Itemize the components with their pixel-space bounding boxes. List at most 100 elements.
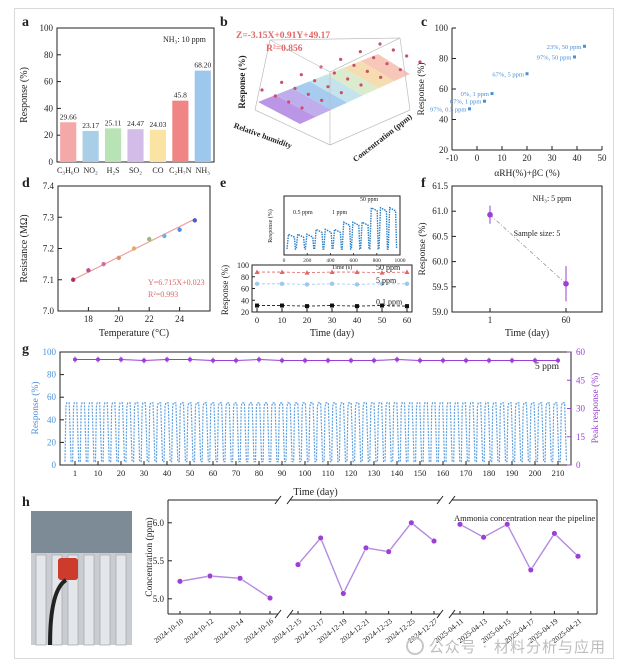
x-tick-label: 0 <box>255 315 259 325</box>
surface-band <box>258 95 316 124</box>
y-axis-label: Response (%) <box>30 381 41 434</box>
y2-tick-label: 0 <box>576 460 581 470</box>
y-tick-label: 20 <box>241 308 249 317</box>
data-point <box>273 94 277 98</box>
x-tick-label: 60 <box>209 468 218 478</box>
x-tick-label: 110 <box>322 468 334 478</box>
x-tick-label: 40 <box>573 153 583 163</box>
annotation: Ammonia concentration near the pipeline <box>454 513 595 523</box>
y2-tick-label: 45 <box>576 375 586 385</box>
x-tick-label: 30 <box>140 468 149 478</box>
surface-band <box>275 88 332 117</box>
bar <box>82 130 99 162</box>
category-label: H₂S <box>107 166 120 175</box>
data-point <box>176 578 184 585</box>
surface-band <box>360 54 410 82</box>
data-point <box>385 62 389 66</box>
box-edge <box>254 109 331 146</box>
data-point <box>206 572 214 580</box>
data-point <box>326 358 330 363</box>
y-tick-label: 60.0 <box>432 257 448 267</box>
point-label: 97%, 0.5 ppm <box>430 106 466 113</box>
axis-break <box>448 609 456 619</box>
category-label: C₂H₇N <box>169 166 192 175</box>
data-point <box>408 519 415 526</box>
bar-value-label: 25.11 <box>105 118 122 127</box>
data-point <box>305 304 309 309</box>
y-tick-label: 0 <box>49 157 54 167</box>
photo-sky <box>31 511 132 553</box>
watermark: 公众号 · 材料分析与应用 <box>405 636 606 657</box>
data-point <box>456 521 464 528</box>
y2-tick-label: 60 <box>576 347 586 357</box>
x-tick-label: 30 <box>548 153 558 163</box>
bar <box>104 128 122 162</box>
panel-label-g: g <box>22 342 29 357</box>
data-point <box>583 44 586 48</box>
y-tick-label: 80 <box>47 370 57 380</box>
data-point <box>188 357 192 362</box>
data-point <box>280 358 284 363</box>
panel-label-c: c <box>421 15 427 30</box>
data-point <box>405 54 409 58</box>
x-tick-label: 2024-10-14 <box>212 616 245 645</box>
data-point <box>165 357 169 362</box>
panel-label-h: h <box>22 495 30 510</box>
x-tick-label: 130 <box>368 468 381 478</box>
y2-axis-label: Peak response (%) <box>590 373 601 444</box>
wechat-icon <box>405 637 424 655</box>
y-tick-label: 80 <box>439 54 449 64</box>
y-tick-label: 5.0 <box>153 594 165 604</box>
inset-x-tick-label: 0 <box>283 258 286 264</box>
data-point <box>405 304 409 309</box>
y-tick-label: 7.1 <box>43 275 54 285</box>
y-tick-label: 60 <box>47 392 57 402</box>
data-point <box>280 80 284 84</box>
y-tick-label: 20 <box>439 145 449 155</box>
data-point <box>346 77 350 81</box>
bar-value-label: 24.47 <box>127 119 144 128</box>
data-point <box>372 358 376 363</box>
data-point <box>294 561 302 568</box>
category-label: NH₃ <box>196 166 211 175</box>
surface-band <box>343 60 395 89</box>
inset-x-tick-label: 200 <box>303 258 312 264</box>
data-point <box>71 277 76 282</box>
bar-value-label: 24.03 <box>149 120 166 129</box>
photo-sensor <box>58 558 78 580</box>
x-tick-label: 18 <box>84 314 94 324</box>
data-point <box>255 303 259 308</box>
data-point <box>280 303 284 308</box>
series-line <box>179 575 271 599</box>
figure-frame <box>14 8 614 659</box>
data-point <box>317 534 324 542</box>
data-point <box>354 282 360 287</box>
legend-label: 50 ppm <box>376 263 401 272</box>
inset-x-tick-label: 600 <box>349 258 358 264</box>
y2-tick-label: 30 <box>576 404 586 414</box>
data-point <box>354 269 360 275</box>
data-point <box>490 92 494 96</box>
x-tick-label: 170 <box>460 468 473 478</box>
data-point <box>379 270 385 275</box>
y-tick-label: 40 <box>439 115 449 125</box>
y-tick-label: 40 <box>44 103 54 113</box>
photo-pipe <box>83 554 95 646</box>
x-tick-label: 20 <box>117 468 126 478</box>
x-tick-label: 22 <box>145 314 154 324</box>
y-tick-label: 40 <box>47 415 57 425</box>
y-tick-label: 7.0 <box>43 306 55 316</box>
bar <box>194 70 211 162</box>
box-edge <box>269 37 401 41</box>
data-point <box>487 358 491 363</box>
data-point <box>573 55 576 59</box>
series-line <box>459 523 579 572</box>
y-tick-label: 0 <box>52 460 57 470</box>
point-label: 67%, 1 ppm <box>450 99 482 106</box>
x-tick-label: 24 <box>175 314 185 324</box>
data-point <box>398 68 402 72</box>
data-point <box>254 269 260 275</box>
annotation: NH₃: 5 ppm <box>533 194 573 203</box>
bar-value-label: 29.66 <box>60 112 77 121</box>
inset-curve <box>286 206 398 250</box>
